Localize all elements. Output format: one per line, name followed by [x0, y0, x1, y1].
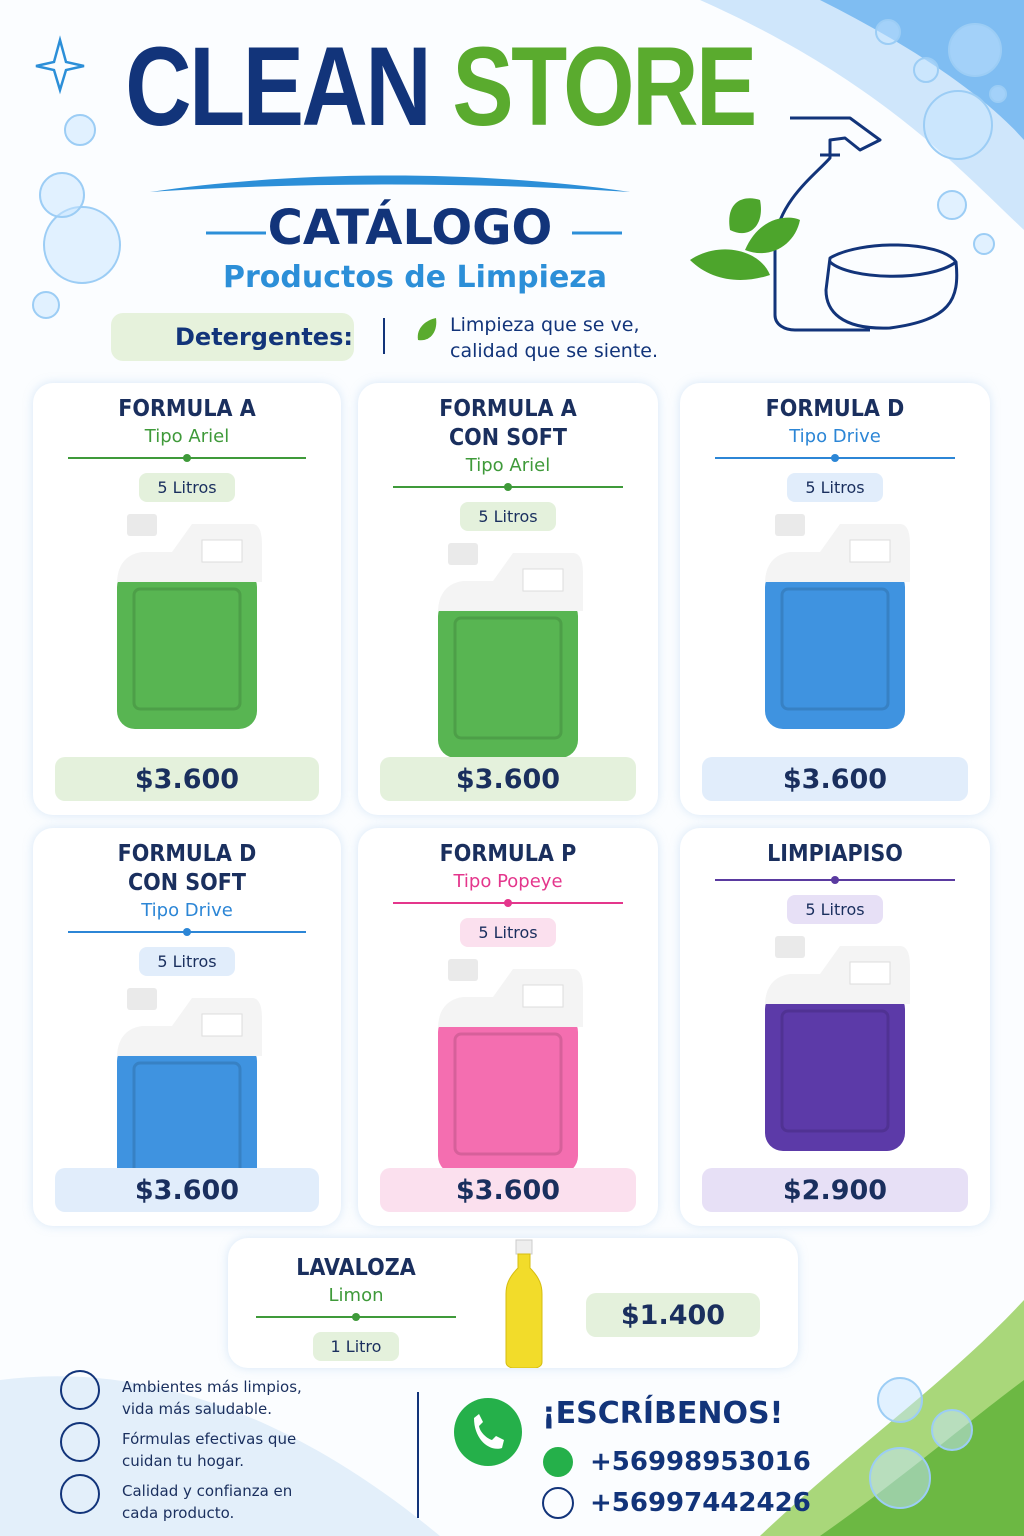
product-card: FORMULA P Tipo Popeye 5 Litros $3.600 [358, 828, 658, 1226]
product-card: FORMULA D CON SOFT Tipo Drive 5 Litros $3.6… [33, 828, 341, 1226]
benefit-line: Calidad y confianza en [122, 1482, 293, 1500]
brand-word: STORE [452, 24, 757, 149]
product-name: FORMULA D [765, 396, 905, 422]
divider [68, 928, 306, 936]
product-size: 5 Litros [460, 502, 556, 531]
product-size: 5 Litros [787, 895, 883, 924]
divider [393, 899, 623, 907]
product-price: $3.600 [702, 757, 968, 801]
divider-dot [504, 483, 512, 491]
product-price: $3.600 [55, 1168, 319, 1212]
divider [256, 1313, 456, 1321]
product-name: FORMULA D CON SOFT [117, 841, 257, 896]
product-size: 1 Litro [312, 1332, 400, 1361]
product-image [765, 936, 910, 1151]
product-image [117, 988, 262, 1203]
benefit-line: cada producto. [122, 1504, 235, 1522]
product-image [505, 1239, 543, 1368]
benefit-line: Fórmulas efectivas que [122, 1430, 297, 1448]
product-type: Tipo Popeye [453, 871, 563, 892]
divider-dot [183, 454, 191, 462]
product-card: FORMULA A Tipo Ariel 5 Litros $3.600 [33, 383, 341, 815]
benefit: Fórmulas efectivas que cuidan tu hogar. [122, 1428, 296, 1472]
image-wrap [433, 959, 583, 1183]
product-type: Tipo Ariel [144, 426, 230, 447]
brand: CLEAN STORE [79, 22, 801, 151]
phone[interactable]: +56998953016 [590, 1447, 811, 1477]
product-price: $3.600 [55, 757, 319, 801]
divider [68, 454, 306, 462]
benefit-line: cuidan tu hogar. [122, 1452, 245, 1470]
product-name: LAVALOZA [296, 1255, 416, 1281]
featured-info: LAVALOZA Limon 1 Litro [256, 1254, 456, 1361]
product-size: 5 Litros [139, 947, 235, 976]
product-price: $3.600 [380, 1168, 636, 1212]
divider-dot [504, 899, 512, 907]
image-wrap [112, 988, 262, 1212]
featured-card: LAVALOZA Limon 1 Litro $1.400 [228, 1238, 798, 1368]
product-size: 5 Litros [460, 918, 556, 947]
product-name: FORMULA A CON SOFT [439, 396, 577, 451]
product-size: 5 Litros [787, 473, 883, 502]
benefit-line: Ambientes más limpios, [122, 1378, 302, 1396]
section-label: Detergentes: [111, 313, 354, 361]
benefit-icon [60, 1370, 100, 1410]
product-type: Limon [328, 1285, 384, 1306]
tagline: Limpieza que se ve, calidad que se sient… [450, 312, 658, 364]
subtitle: Productos de Limpieza [223, 260, 607, 295]
benefit-icon [60, 1422, 100, 1462]
product-type: Tipo Drive [789, 426, 881, 447]
benefit-icon [60, 1474, 100, 1514]
product-name: FORMULA A [118, 396, 256, 422]
product-size: 5 Litros [139, 473, 235, 502]
divider-dot [831, 876, 839, 884]
product-card: FORMULA A CON SOFT Tipo Ariel 5 Litros $3.6… [358, 383, 658, 815]
phone[interactable]: +56997442426 [590, 1488, 811, 1518]
divider [393, 483, 623, 491]
benefit-line: vida más saludable. [122, 1400, 272, 1418]
product-image [438, 543, 583, 758]
image-wrap [760, 514, 910, 738]
product-name: FORMULA P [439, 841, 577, 867]
product-type: Tipo Drive [141, 900, 233, 921]
image-wrap [433, 543, 583, 767]
product-card: LIMPIAPISO 5 Litros $2.900 [680, 828, 990, 1226]
product-price: $3.600 [380, 757, 636, 801]
product-image [438, 959, 583, 1174]
tagline-line: calidad que se siente. [450, 340, 658, 362]
contact-heading: ¡ESCRÍBENOS! [542, 1396, 784, 1431]
product-price: $1.400 [586, 1293, 760, 1337]
product-image [117, 514, 262, 729]
brand-word: CLEAN [125, 24, 431, 149]
product-price: $2.900 [702, 1168, 968, 1212]
product-image [765, 514, 910, 729]
benefit: Calidad y confianza en cada producto. [122, 1480, 292, 1524]
divider-dot [183, 928, 191, 936]
product-name: LIMPIAPISO [767, 841, 903, 867]
divider [715, 876, 955, 884]
divider-dot [352, 1313, 360, 1321]
image-wrap [112, 514, 262, 738]
benefit: Ambientes más limpios, vida más saludable… [122, 1376, 302, 1420]
divider-dot [831, 454, 839, 462]
product-card: FORMULA D Tipo Drive 5 Litros $3.600 [680, 383, 990, 815]
title: CATÁLOGO [267, 200, 553, 256]
tagline-line: Limpieza que se ve, [450, 314, 640, 336]
image-wrap [760, 936, 910, 1160]
divider [715, 454, 955, 462]
product-type: Tipo Ariel [465, 455, 551, 476]
